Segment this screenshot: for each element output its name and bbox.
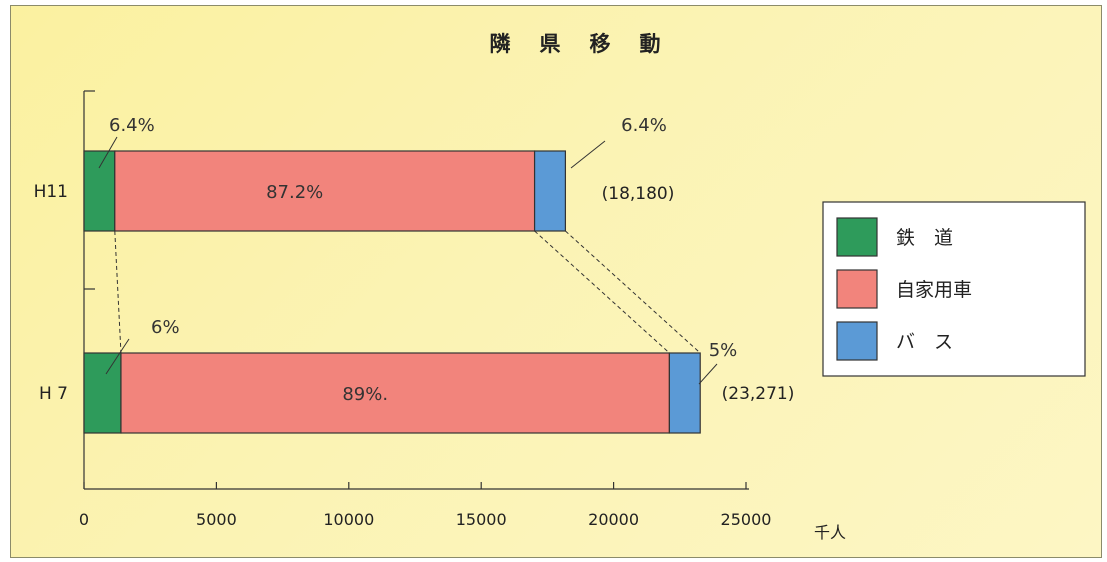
x-tick-label: 15000 <box>456 510 507 529</box>
category-label: H11 <box>34 182 68 202</box>
legend-swatch <box>836 217 878 257</box>
legend-label: バ ス <box>896 331 953 353</box>
bar-segment <box>114 150 536 232</box>
x-tick-label: 20000 <box>588 510 639 529</box>
stacked-bar-chart: 隣 県 移 動 0 5000 10000 15000 20000 25000 H11 6.4… <box>34 32 1086 542</box>
rail-share-label: 6% <box>151 317 180 338</box>
bar-segment <box>668 352 701 434</box>
car-share-label: 89%. <box>342 384 388 405</box>
bus-share-label: 6.4% <box>621 115 667 136</box>
rail-leader-line <box>98 136 118 169</box>
legend-label: 自家用車 <box>896 279 972 301</box>
bus-leader-line <box>570 140 606 169</box>
x-axis-unit: 千人 <box>814 523 846 542</box>
x-tick-label: 0 <box>79 510 89 529</box>
connector-line <box>114 230 122 354</box>
connector-line <box>534 230 670 354</box>
x-tick-label: 5000 <box>196 510 237 529</box>
bar-segment <box>83 352 122 434</box>
connector-lines <box>114 230 701 354</box>
bus-share-label: 5% <box>709 340 738 361</box>
rail-leader-line <box>105 338 130 375</box>
legend-swatch <box>836 269 878 309</box>
bus-leader-line <box>698 363 718 385</box>
total-label: (23,271) <box>722 384 795 404</box>
bars <box>83 150 701 434</box>
data-labels: H11 6.4% 87.2% 6.4% (18,180) H 7 6% 89%. 5% (23,2… <box>34 115 795 405</box>
bar-segment <box>120 352 670 434</box>
car-share-label: 87.2% <box>266 182 323 203</box>
x-axis-ticks: 0 5000 10000 15000 20000 25000 <box>79 482 772 529</box>
category-label: H 7 <box>39 384 68 404</box>
x-tick-label: 10000 <box>323 510 374 529</box>
legend-swatch <box>836 321 878 361</box>
legend-label: 鉄 道 <box>896 227 953 249</box>
x-tick-label: 25000 <box>721 510 772 529</box>
bar-segment <box>83 150 116 232</box>
chart-frame: 隣 県 移 動 0 5000 10000 15000 20000 25000 H11 6.4… <box>10 5 1102 558</box>
connector-line <box>565 230 701 354</box>
total-label: (18,180) <box>602 184 675 204</box>
rail-share-label: 6.4% <box>109 115 155 136</box>
chart-title: 隣 県 移 動 <box>490 32 665 56</box>
bar-segment <box>533 150 567 232</box>
